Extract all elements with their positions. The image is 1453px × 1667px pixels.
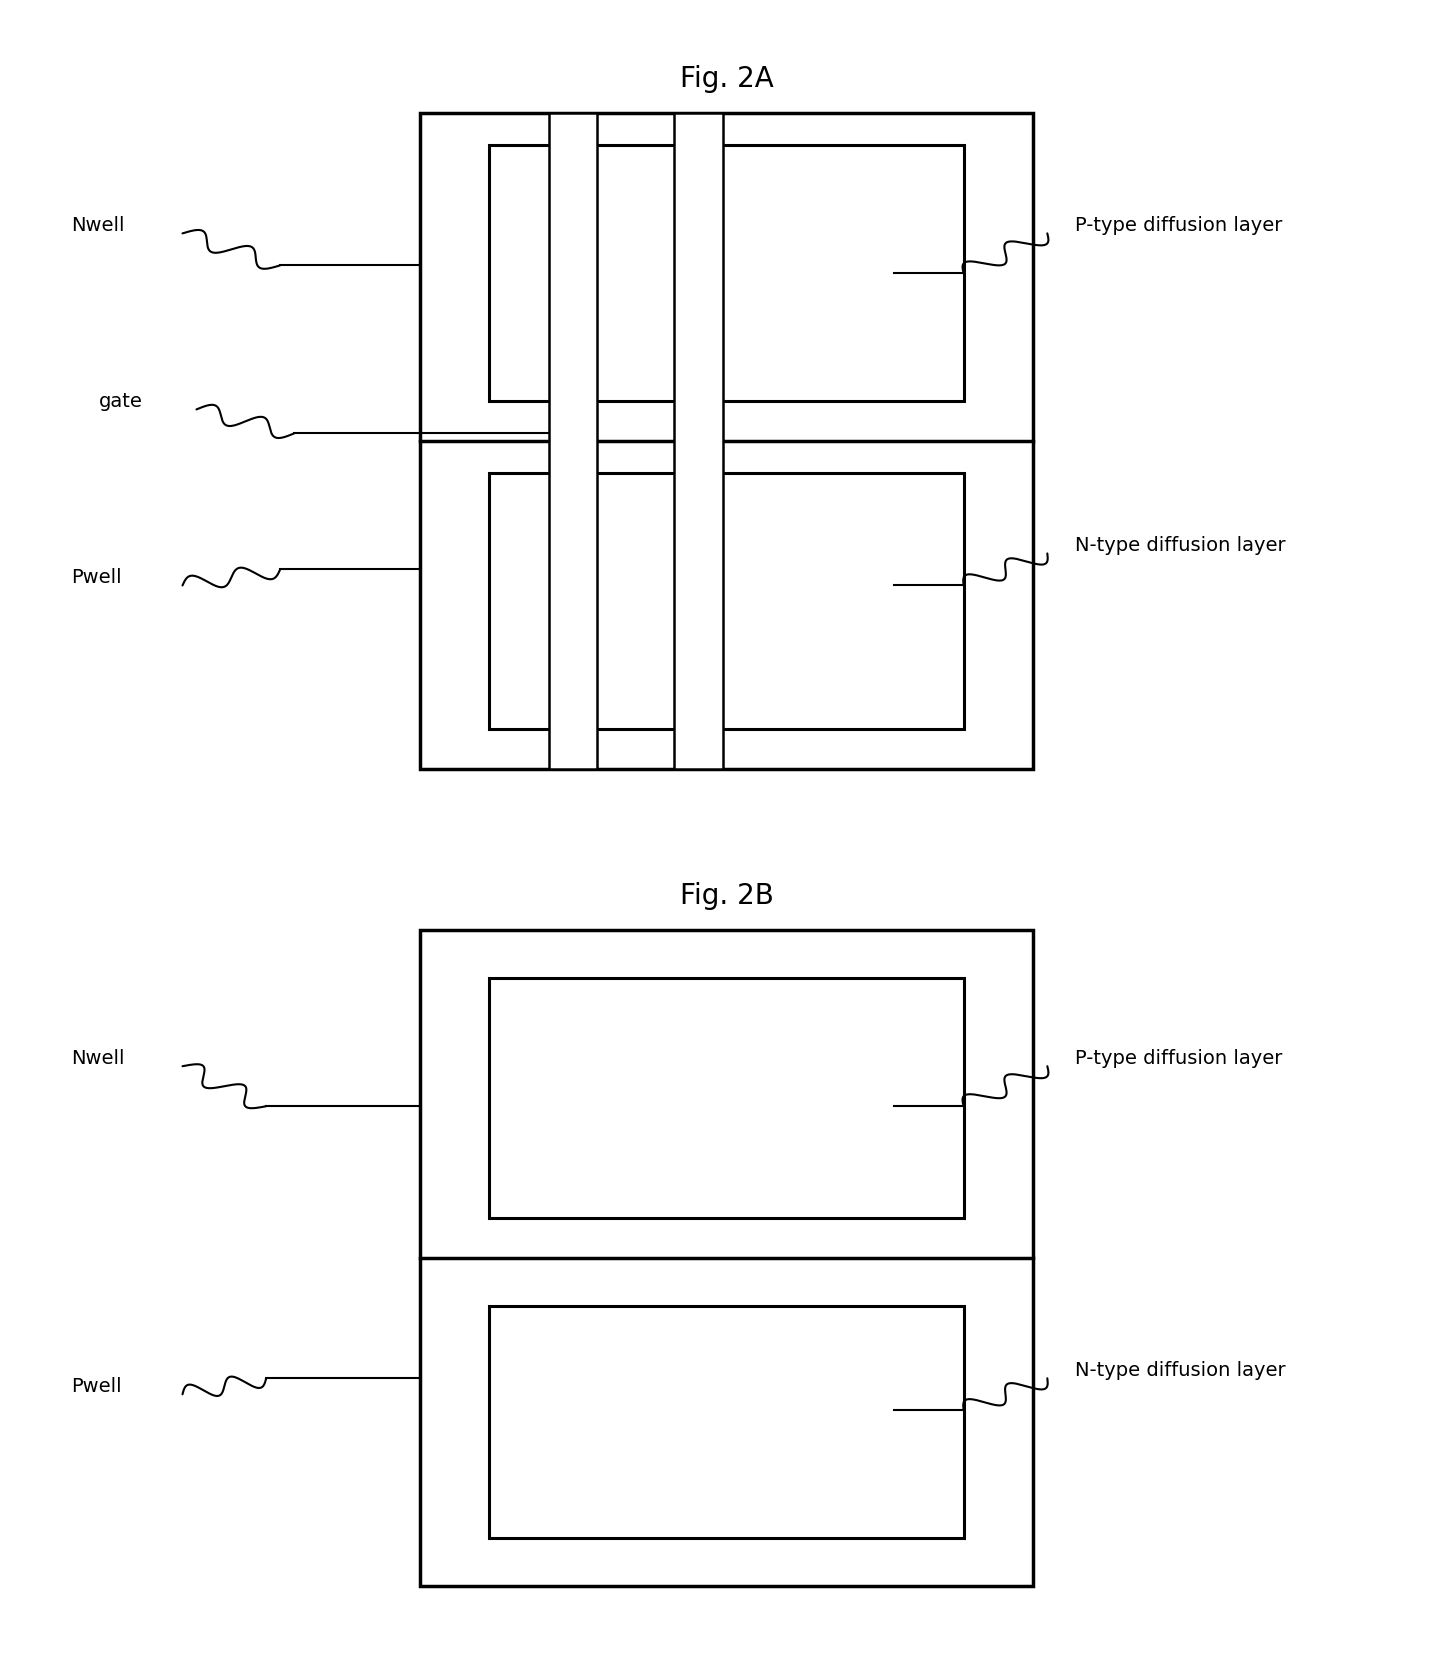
Bar	[674, 113, 724, 770]
Bar	[490, 1307, 963, 1539]
Text: Nwell: Nwell	[71, 217, 125, 235]
Bar	[490, 979, 963, 1219]
Text: gate: gate	[99, 392, 142, 410]
Bar	[490, 145, 963, 402]
Text: N-type diffusion layer: N-type diffusion layer	[1075, 1360, 1286, 1380]
Text: Pwell: Pwell	[71, 568, 122, 587]
Bar	[420, 930, 1033, 1587]
Text: P-type diffusion layer: P-type diffusion layer	[1075, 1049, 1283, 1067]
Bar	[420, 113, 1033, 770]
Text: Pwell: Pwell	[71, 1377, 122, 1395]
Text: P-type diffusion layer: P-type diffusion layer	[1075, 217, 1283, 235]
Text: Fig. 2B: Fig. 2B	[680, 882, 773, 910]
Text: N-type diffusion layer: N-type diffusion layer	[1075, 537, 1286, 555]
Text: Fig. 2A: Fig. 2A	[680, 65, 773, 93]
Bar	[549, 113, 597, 770]
Text: Nwell: Nwell	[71, 1049, 125, 1067]
Bar	[490, 473, 963, 730]
